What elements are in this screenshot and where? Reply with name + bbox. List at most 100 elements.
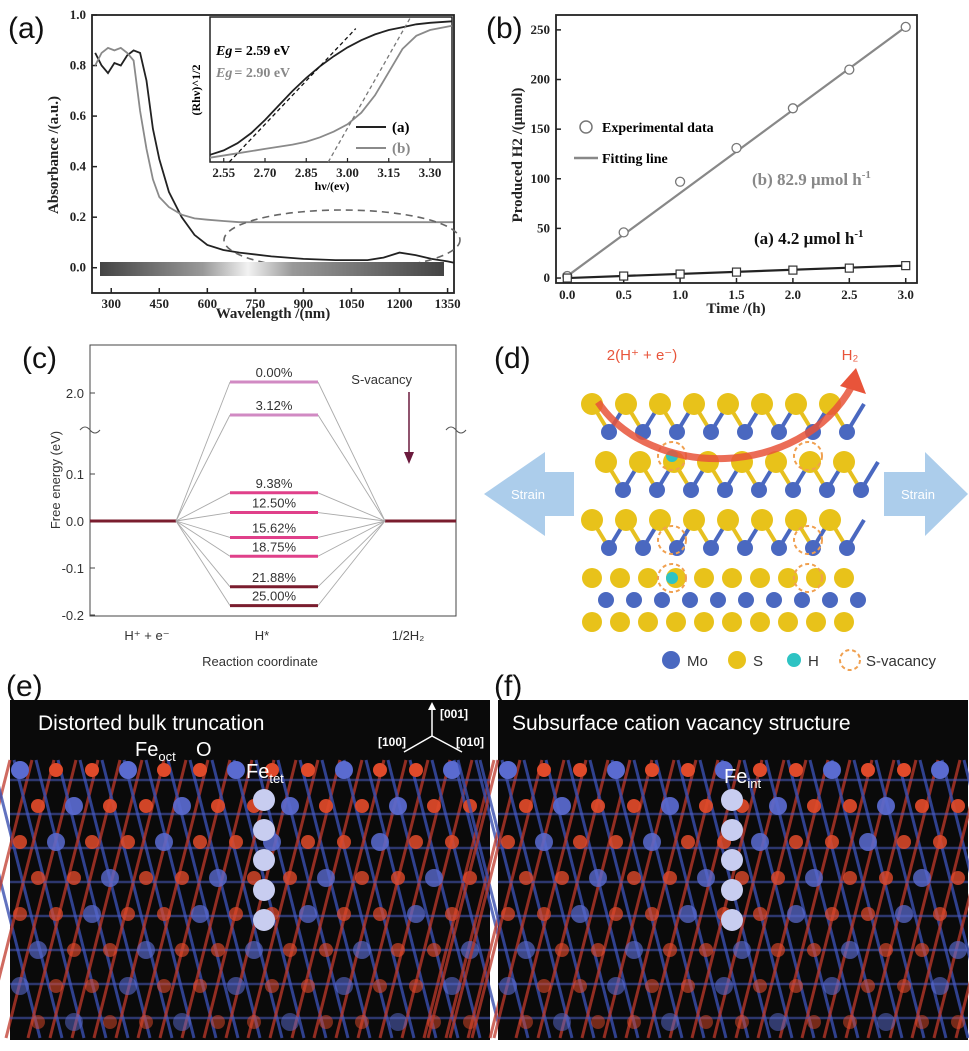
atom-fe — [173, 797, 191, 815]
atom-mo — [771, 540, 787, 556]
bond — [624, 759, 698, 1039]
atom-o — [843, 799, 857, 813]
atom-o — [537, 907, 551, 921]
bond — [122, 759, 196, 1039]
panel-a-xlabel: Wavelength /(nm) — [216, 306, 331, 322]
connector-left — [175, 520, 231, 606]
y-tick-label: 0.4 — [70, 159, 87, 174]
atom-o — [391, 871, 405, 885]
y-tick-label: 0.0 — [70, 260, 86, 275]
x-category-label: H* — [255, 628, 269, 643]
atom-mo — [683, 482, 699, 498]
panel-c-letter: (c) — [22, 342, 57, 375]
atom-lower — [610, 612, 630, 632]
atom-o — [699, 1015, 713, 1029]
axis-100: [100] — [378, 735, 406, 749]
atom-o — [49, 979, 63, 993]
panel-a: (a) 300 450 600 750 900 1050 1200 1350 0.0 0.2 0.4… — [8, 7, 461, 322]
atom-fe — [83, 905, 101, 923]
inset-legend-b: (b) — [392, 141, 410, 157]
rate-b: (b) 82.9 μmol h-1 — [752, 169, 871, 189]
atom-s — [751, 509, 773, 531]
atom-o — [879, 871, 893, 885]
atom-o — [573, 835, 587, 849]
atom-fe — [11, 761, 29, 779]
atom-fe — [443, 977, 461, 995]
atom-fe — [499, 761, 517, 779]
atom-fe — [607, 761, 625, 779]
atom-o — [49, 763, 63, 777]
atom-fe — [65, 797, 83, 815]
atom-lower — [766, 592, 782, 608]
x-category-label: 1/2H₂ — [392, 628, 425, 643]
panel-c-frame — [89, 344, 457, 617]
atom-fe-highlight — [721, 849, 743, 871]
atom-fe-highlight — [253, 849, 275, 871]
atom-lower — [778, 612, 798, 632]
legend-mo-icon — [662, 651, 680, 669]
s-vacancy-label: S-vacancy — [351, 372, 412, 387]
atom-mo — [805, 540, 821, 556]
atom-o — [825, 835, 839, 849]
atom-o — [933, 835, 947, 849]
atom-o — [157, 763, 171, 777]
atom-mo — [819, 482, 835, 498]
legend-vacancy: S-vacancy — [866, 653, 937, 670]
reaction-arrow — [595, 384, 856, 463]
x-category-label: H⁺ + e⁻ — [124, 628, 169, 643]
data-point — [788, 265, 798, 275]
bond — [180, 759, 254, 1039]
atom-lower — [794, 592, 810, 608]
x-tick-label: 600 — [198, 296, 218, 311]
data-point — [900, 21, 911, 33]
panel-f-title: Subsurface cation vacancy structure — [512, 712, 851, 735]
atom-s — [615, 509, 637, 531]
inset-x-tick-label: 3.00 — [336, 165, 359, 180]
atom-o — [283, 943, 297, 957]
atom-o — [175, 871, 189, 885]
atom-o — [501, 835, 515, 849]
x-tick-label: 300 — [101, 296, 121, 311]
atom-fe-highlight — [721, 819, 743, 841]
bond — [0, 872, 42, 1039]
atom-fe — [517, 941, 535, 959]
atom-o — [265, 979, 279, 993]
connector-left — [175, 492, 231, 522]
atom-mo — [839, 540, 855, 556]
atom-fe — [715, 977, 733, 995]
atom-o — [373, 763, 387, 777]
atom-fe — [535, 833, 553, 851]
atom-mo — [785, 482, 801, 498]
atom-o — [427, 799, 441, 813]
atom-fe — [697, 869, 715, 887]
atom-s — [751, 393, 773, 415]
inset-x-tick-label: 2.70 — [254, 165, 277, 180]
bond — [610, 759, 684, 1039]
s-vacancy-arrowhead — [404, 452, 414, 464]
eg-a: Eg = 2.59 eV — [215, 44, 290, 59]
atom-fe-highlight — [253, 789, 275, 811]
atom-o — [211, 1015, 225, 1029]
atom-fe — [389, 1013, 407, 1031]
y-tick-label: 0.1 — [66, 467, 84, 482]
connector-left — [175, 414, 231, 522]
data-point — [562, 273, 572, 283]
bond — [290, 759, 364, 1039]
atom-o — [843, 871, 857, 885]
atom-fe — [607, 977, 625, 995]
atom-fe — [589, 869, 607, 887]
atom-o — [645, 979, 659, 993]
atom-o — [897, 835, 911, 849]
bond — [136, 759, 210, 1039]
atom-o — [951, 1015, 965, 1029]
atom-o — [427, 943, 441, 957]
atom-o — [463, 1015, 477, 1029]
atom-fe — [137, 941, 155, 959]
reaction-arrowhead — [840, 368, 866, 394]
atom-lower — [778, 568, 798, 588]
connector-left — [175, 381, 231, 522]
atom-fe — [191, 905, 209, 923]
atom-o — [211, 799, 225, 813]
atom-lower — [710, 592, 726, 608]
atom-o — [193, 835, 207, 849]
